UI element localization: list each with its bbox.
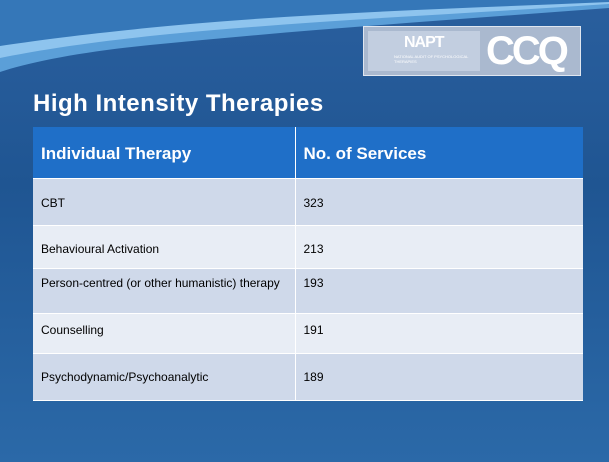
header-row: Individual Therapy No. of Services [33, 127, 583, 179]
header-cell: Individual Therapy [33, 127, 296, 179]
logo-subtitle: NATIONAL AUDIT OF PSYCHOLOGICAL THERAPIE… [394, 54, 469, 64]
logo-napt: NAPT [404, 34, 445, 51]
count-cell: 189 [295, 353, 583, 401]
header-cell: No. of Services [295, 127, 583, 179]
count-cell: 323 [295, 178, 583, 226]
header-swoosh [0, 0, 609, 72]
therapy-cell: Person-centred (or other humanistic) the… [33, 268, 296, 314]
table-row: Behavioural Activation 213 [33, 225, 583, 269]
therapy-cell: Behavioural Activation [33, 225, 296, 269]
logo: NAPT NATIONAL AUDIT OF PSYCHOLOGICAL THE… [363, 26, 581, 76]
therapy-cell: Psychodynamic/Psychoanalytic [33, 353, 296, 401]
table: Individual Therapy No. of Services CBT 32… [33, 127, 583, 401]
count-cell: 193 [295, 268, 583, 314]
count-cell: 213 [295, 225, 583, 269]
logo-box: NAPT NATIONAL AUDIT OF PSYCHOLOGICAL THE… [368, 31, 480, 71]
table-body: CBT 323 Behavioural Activation 213 Person-ce… [33, 178, 583, 401]
table-row: CBT 323 [33, 178, 583, 226]
table-row: Person-centred (or other humanistic) the… [33, 268, 583, 314]
logo-ccq: CCQ [486, 29, 569, 73]
table-row: Psychodynamic/Psychoanalytic 189 [33, 353, 583, 401]
table-row: Counselling 191 [33, 313, 583, 354]
slide-title: High Intensity Therapies [33, 90, 324, 117]
therapy-cell: Counselling [33, 313, 296, 354]
therapy-cell: CBT [33, 178, 296, 226]
count-cell: 191 [295, 313, 583, 354]
